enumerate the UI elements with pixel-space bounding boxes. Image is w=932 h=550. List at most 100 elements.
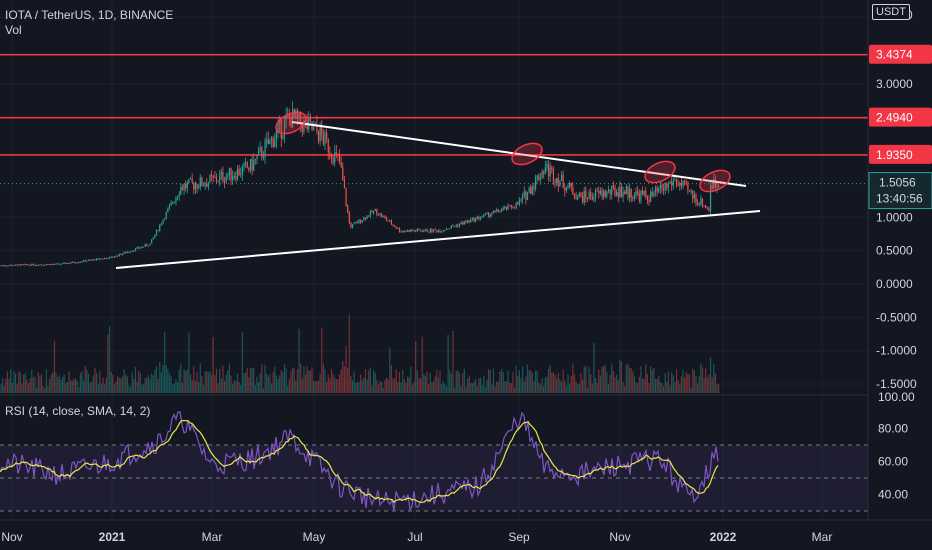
volume-bar xyxy=(611,363,613,393)
candle-body xyxy=(100,258,103,260)
candle-body xyxy=(209,174,211,183)
candle-body xyxy=(298,111,300,118)
volume-bar xyxy=(564,380,566,393)
volume-bar xyxy=(223,380,226,393)
candle-body xyxy=(249,159,252,171)
volume-bar xyxy=(104,384,106,393)
time-tick: Mar xyxy=(812,530,833,544)
candle-body xyxy=(99,258,101,260)
volume-bar xyxy=(219,368,221,393)
volume-bar xyxy=(55,372,57,393)
level-label: 3.4374 xyxy=(876,48,913,62)
volume-bar xyxy=(674,382,676,393)
candle-body xyxy=(10,264,12,266)
volume-bar xyxy=(536,371,538,393)
candle-body xyxy=(554,181,556,183)
highlight-ellipses[interactable] xyxy=(273,108,734,196)
candle-body xyxy=(246,162,248,168)
candle-body xyxy=(695,194,697,204)
candle-body xyxy=(40,264,43,266)
volume-bar xyxy=(535,370,537,393)
candle-body xyxy=(478,216,480,220)
candle-body xyxy=(418,229,420,231)
volume-bar xyxy=(134,366,137,393)
volume-legend[interactable]: Vol xyxy=(5,23,22,37)
candle-body xyxy=(123,252,125,254)
volume-bar xyxy=(565,385,567,393)
volume-bar xyxy=(32,377,34,393)
volume-bar xyxy=(66,381,69,393)
candle-body xyxy=(698,203,700,205)
volume-bar xyxy=(321,327,323,393)
candle-body xyxy=(270,137,273,140)
candle-body xyxy=(577,196,579,200)
volume-bar xyxy=(413,381,415,393)
volume-bar xyxy=(198,382,200,393)
candle-body xyxy=(334,152,336,163)
candle-body xyxy=(397,228,399,230)
volume-bar xyxy=(441,384,443,393)
candle-body xyxy=(713,178,715,189)
volume-bar xyxy=(118,377,120,393)
candle-body xyxy=(117,255,119,257)
candle-body xyxy=(470,219,472,222)
candle-body xyxy=(633,195,636,199)
currency-badge[interactable]: USDT xyxy=(872,4,910,20)
candle-body xyxy=(8,265,10,267)
volume-bar xyxy=(220,378,222,393)
candle-body xyxy=(57,263,59,265)
volume-bar xyxy=(471,383,474,393)
volume-bar xyxy=(340,369,342,393)
time-axis[interactable]: Nov 2021 Mar May Jul Sep Nov 2022 Mar xyxy=(1,530,832,544)
volume-bar xyxy=(512,372,514,393)
candle-body xyxy=(664,183,666,191)
volume-bar xyxy=(546,376,548,393)
candle-body xyxy=(5,265,7,267)
volume-bar xyxy=(617,379,619,393)
volume-bar xyxy=(500,369,503,393)
candle-body xyxy=(510,205,512,208)
volume-bar xyxy=(97,383,99,393)
candle-body xyxy=(599,190,601,194)
volume-bar xyxy=(73,378,75,393)
candle-body xyxy=(522,194,524,200)
price-axis[interactable]: 4.00003.00001.00000.50000.0000-0.5000-1.… xyxy=(876,8,917,391)
candle-body xyxy=(193,182,195,190)
volume-bar xyxy=(573,374,576,393)
candle-body xyxy=(543,171,545,174)
candle-body xyxy=(280,119,282,139)
volume-bar xyxy=(8,378,10,393)
candle-body xyxy=(650,192,652,202)
volume-bar xyxy=(360,374,362,393)
volume-bar xyxy=(277,378,279,393)
candle-body xyxy=(327,138,329,153)
volume-bar xyxy=(439,370,441,393)
rsi-legend[interactable]: RSI (14, close, SMA, 14, 2) xyxy=(5,404,151,418)
volume-bar xyxy=(92,375,94,393)
volume-bar xyxy=(381,382,383,393)
candle-body xyxy=(431,229,433,232)
candle-body xyxy=(136,247,138,249)
volume-bar xyxy=(342,361,344,393)
horizontal-levels[interactable] xyxy=(0,53,868,185)
candle-body xyxy=(653,192,655,196)
candle-body xyxy=(483,214,485,217)
volume-bar xyxy=(173,383,175,393)
candle-body xyxy=(348,212,350,223)
volume-bar xyxy=(157,378,159,393)
volume-bar xyxy=(583,366,585,393)
symbol-title[interactable]: IOTA / TetherUS, 1D, BINANCE xyxy=(5,8,174,22)
volume-bar xyxy=(181,382,184,393)
candle-body xyxy=(44,264,46,266)
candle-body xyxy=(697,203,699,205)
rsi-axis[interactable]: 100.00 80.00 60.00 40.00 xyxy=(878,390,915,502)
candle-body xyxy=(198,187,200,189)
candle-body xyxy=(410,229,412,232)
volume-bar xyxy=(458,372,461,393)
volume-bar xyxy=(598,369,600,393)
candle-body xyxy=(680,182,682,187)
candle-body xyxy=(196,184,198,189)
candle-body xyxy=(416,229,418,232)
